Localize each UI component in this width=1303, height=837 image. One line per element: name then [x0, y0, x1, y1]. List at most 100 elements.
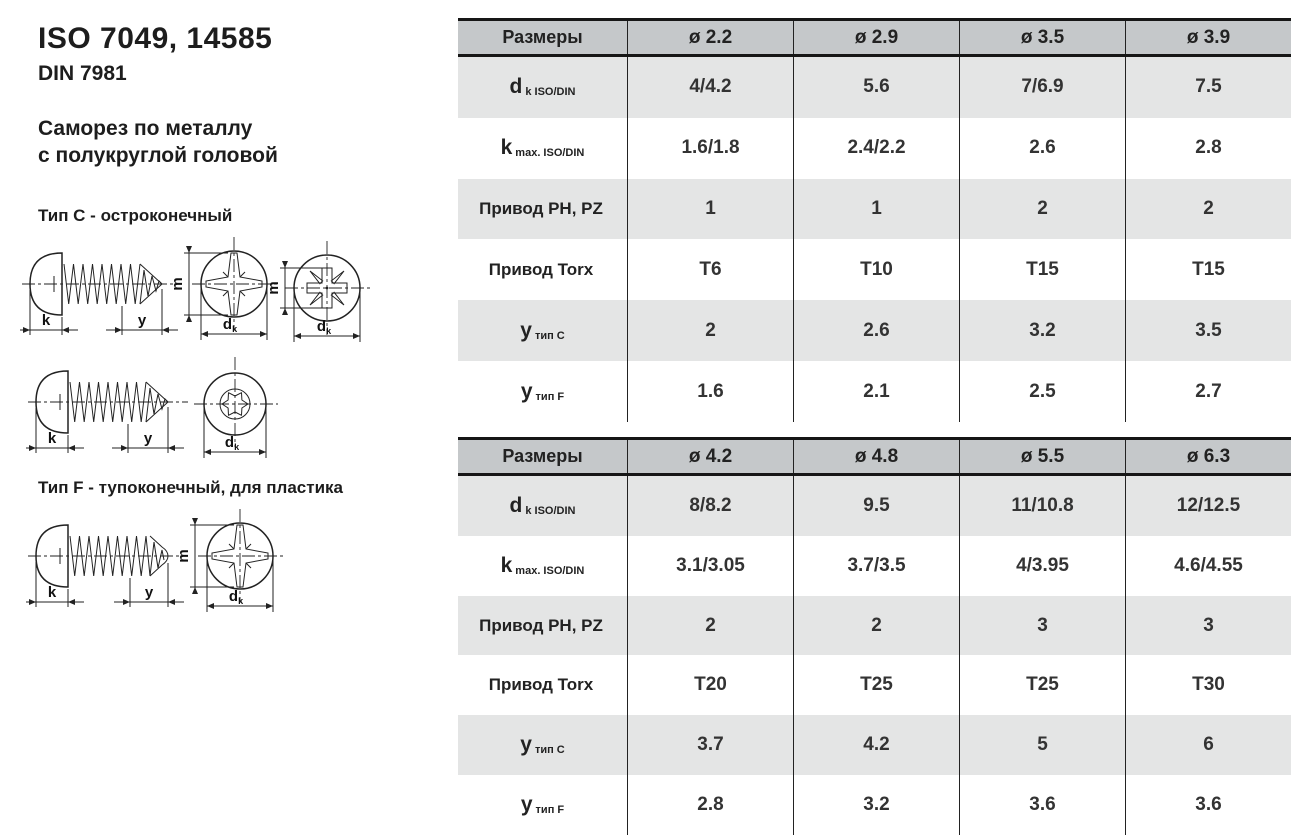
spec-value: 7.5	[1125, 57, 1291, 118]
spec-value: 2	[1125, 178, 1291, 240]
row-label: у	[520, 793, 533, 817]
spec-value: T30	[1125, 655, 1291, 716]
spec-value: 6	[1125, 715, 1291, 776]
spec-value: 2.1	[793, 361, 959, 422]
screw-type-c-side-view-drawing: k у	[20, 252, 182, 335]
spec-value: 12/12.5	[1125, 476, 1291, 536]
spec-value: 2.8	[627, 775, 793, 835]
pozidriv-recess-icon	[306, 267, 348, 309]
spec-value: 3.7/3.5	[793, 535, 959, 596]
row-label: k	[500, 553, 513, 577]
spec-value: 5.6	[793, 57, 959, 118]
dimension-y-label: у	[138, 312, 147, 329]
row-label-subscript: k ISO/DIN	[525, 86, 576, 99]
spec-value: 4.6/4.55	[1125, 535, 1291, 596]
table-row-y-type-f: у тип F 2.8 3.2 3.6 3.6	[458, 775, 1291, 835]
table-row-drive-torx: Привод Torx T20 T25 T25 T30	[458, 655, 1291, 716]
spec-value: 7/6.9	[959, 57, 1125, 118]
row-label-subscript: тип F	[535, 804, 565, 817]
dimension-k-label: k	[42, 312, 51, 329]
table-header-sizes: Размеры	[502, 446, 583, 466]
table-header-diameter: ø 2.2	[627, 21, 793, 54]
row-label-subscript: max. ISO/DIN	[515, 564, 585, 577]
dimension-dk-label: dk	[225, 434, 240, 452]
table-row-drive-ph-pz: Привод PH, PZ 2 2 3 3	[458, 595, 1291, 656]
product-description: Саморез по металлу с полукруглой головой	[38, 115, 278, 169]
row-label-subscript: тип C	[534, 329, 565, 342]
table-row-y-type-c: у тип C 3.7 4.2 5 6	[458, 715, 1291, 776]
spec-value: 3.1/3.05	[627, 535, 793, 596]
spec-value: 3	[1125, 595, 1291, 656]
table-header-diameter: ø 5.5	[959, 440, 1125, 473]
dimension-k-label: k	[48, 584, 57, 601]
spec-value: T25	[959, 655, 1125, 716]
dimension-y-label: у	[145, 584, 154, 601]
spec-value: T15	[1125, 239, 1291, 301]
type-c-heading: Тип С - остроконечный	[38, 206, 233, 225]
spec-value: 4/3.95	[959, 535, 1125, 596]
spec-value: 2	[627, 300, 793, 362]
spec-value: T15	[959, 239, 1125, 301]
spec-value: 9.5	[793, 476, 959, 536]
table-row-kmax: k max. ISO/DIN 3.1/3.05 3.7/3.5 4/3.95 4.…	[458, 535, 1291, 596]
spec-value: 2.8	[1125, 117, 1291, 179]
spec-value: 2.7	[1125, 361, 1291, 422]
spec-value: 8/8.2	[627, 476, 793, 536]
spec-value: 4/4.2	[627, 57, 793, 118]
table-header-diameter: ø 3.9	[1125, 21, 1291, 54]
spec-value: 3.7	[627, 715, 793, 776]
dimension-dk-label: dk	[223, 316, 238, 334]
table-header-diameter: ø 3.5	[959, 21, 1125, 54]
dimension-m-label: m	[265, 281, 282, 294]
spec-value: 3.2	[793, 775, 959, 835]
row-label: k	[500, 136, 513, 160]
type-f-heading: Тип F - тупоконечный, для пластика	[38, 478, 343, 497]
table-header-sizes: Размеры	[502, 27, 583, 47]
spec-value: 3.5	[1125, 300, 1291, 362]
spec-value: 3	[959, 595, 1125, 656]
table-header-row: Размеры ø 4.2 ø 4.8 ø 5.5 ø 6.3	[458, 437, 1291, 476]
head-view-phillips-drawing: m dk	[175, 509, 286, 612]
dimension-k-label: k	[48, 430, 57, 447]
spec-value: 1	[627, 178, 793, 240]
table-header-diameter: ø 2.9	[793, 21, 959, 54]
row-label: у	[520, 318, 532, 342]
head-view-torx-drawing: dk	[194, 357, 278, 458]
screw-type-f-side-view-drawing: k у	[26, 524, 188, 607]
spec-value: 2	[627, 595, 793, 656]
row-label: d	[509, 493, 523, 517]
spec-value: 2.5	[959, 361, 1125, 422]
spec-value: 2.6	[959, 117, 1125, 179]
row-label: Привод PH, PZ	[479, 199, 603, 219]
row-label: Привод Torx	[488, 675, 594, 695]
spec-value: 3.6	[959, 775, 1125, 835]
spec-value: 3.6	[1125, 775, 1291, 835]
head-view-phillips-drawing: m dk	[169, 237, 280, 340]
dimension-m-label: m	[169, 277, 186, 290]
spec-value: 4.2	[793, 715, 959, 776]
row-label-subscript: тип F	[535, 390, 565, 403]
spec-value: 2.6	[793, 300, 959, 362]
table-header-diameter: ø 6.3	[1125, 440, 1291, 473]
spec-value: 1	[793, 178, 959, 240]
table-row-y-type-c: у тип C 2 2.6 3.2 3.5	[458, 300, 1291, 362]
table-row-y-type-f: у тип F 1.6 2.1 2.5 2.7	[458, 361, 1291, 422]
row-label-subscript: тип C	[534, 744, 565, 757]
product-description-line1: Саморез по металлу	[38, 117, 253, 140]
head-view-pozidriv-drawing: m dk	[265, 241, 373, 342]
dimension-dk-label: dk	[229, 588, 244, 606]
spec-value: T25	[793, 655, 959, 716]
standard-subtitle: DIN 7981	[38, 62, 127, 85]
table-header-diameter: ø 4.2	[627, 440, 793, 473]
table-row-kmax: k max. ISO/DIN 1.6/1.8 2.4/2.2 2.6 2.8	[458, 117, 1291, 179]
table-header-row: Размеры ø 2.2 ø 2.9 ø 3.5 ø 3.9	[458, 18, 1291, 57]
spec-value: 11/10.8	[959, 476, 1125, 536]
row-label: d	[509, 75, 523, 99]
spec-value: T10	[793, 239, 959, 301]
spec-value: T20	[627, 655, 793, 716]
